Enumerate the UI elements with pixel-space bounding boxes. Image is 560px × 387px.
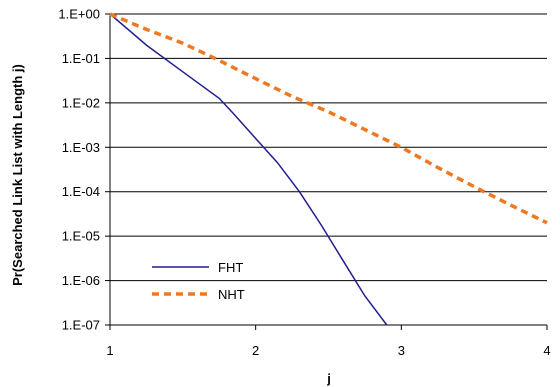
y-tick-label: 1.E-01	[62, 51, 100, 66]
series-line-fht	[109, 13, 388, 326]
tick-labels: 1.E+00 1.E-01 1.E-02 1.E-03 1.E-04 1.E-05 1.E-…	[58, 7, 550, 359]
y-tick-label: 1.E-07	[62, 318, 100, 333]
y-tick-label: 1.E-04	[62, 184, 100, 199]
legend-label-nht: NHT	[218, 287, 245, 302]
y-tick-label: 1.E+00	[58, 7, 100, 22]
x-tick-label: 4	[543, 343, 550, 358]
x-tick-label: 1	[106, 343, 113, 358]
axes	[105, 13, 548, 330]
y-tick-label: 1.E-03	[62, 140, 100, 155]
y-tick-label: 1.E-05	[62, 229, 100, 244]
series-line-nht	[109, 12, 548, 225]
x-axis-label: j	[326, 371, 331, 386]
x-tick-label: 3	[398, 343, 405, 358]
grid-lines	[110, 13, 547, 282]
legend-label-fht: FHT	[218, 260, 243, 275]
y-axis-label: Pr(Searched Link List with Length j)	[10, 64, 25, 286]
x-tick-label: 2	[252, 343, 259, 358]
series-lines	[109, 12, 548, 326]
legend: FHT NHT	[152, 260, 245, 302]
y-tick-label: 1.E-02	[62, 95, 100, 110]
y-tick-label: 1.E-06	[62, 273, 100, 288]
